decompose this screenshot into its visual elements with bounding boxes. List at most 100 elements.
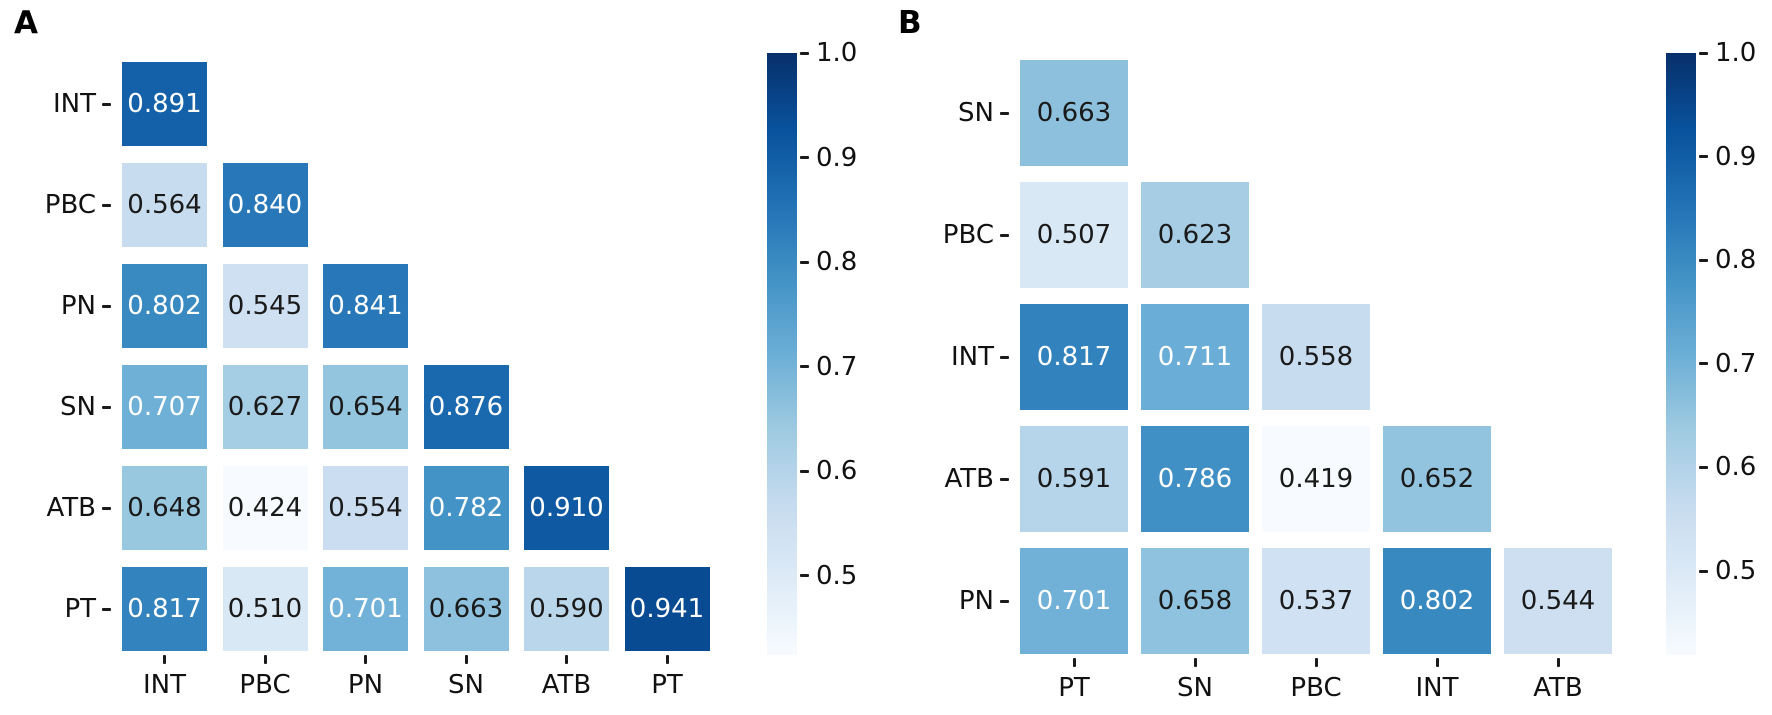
row-label-PN: PN: [60, 291, 96, 321]
heatmap-cell: 0.701: [1020, 548, 1128, 654]
cell-value: 0.544: [1520, 586, 1596, 616]
col-label-INT: INT: [1415, 673, 1459, 703]
heatmap-cell: 0.910: [524, 466, 609, 550]
y-tick: [102, 304, 111, 308]
colorbar-tick-label: 1.0: [816, 38, 858, 68]
colorbar-tick: [1699, 155, 1708, 159]
row-label-SN: SN: [958, 98, 994, 128]
colorbar-tick-label: 0.7: [1715, 348, 1757, 379]
colorbar-tick-label: 0.5: [816, 560, 858, 591]
y-tick: [102, 405, 111, 409]
y-tick: [1000, 477, 1009, 481]
cell-value: 0.537: [1278, 586, 1354, 616]
heatmap-cell: 0.558: [1262, 304, 1370, 410]
x-tick: [163, 655, 166, 664]
cell-value: 0.711: [1157, 342, 1233, 372]
cell-value: 0.786: [1157, 464, 1233, 494]
heatmap-cell: 0.817: [122, 567, 207, 651]
row-label-PN: PN: [958, 586, 994, 616]
col-label-PBC: PBC: [239, 670, 291, 700]
colorbar-tick: [1699, 258, 1708, 262]
heatmap-cell: 0.658: [1141, 548, 1249, 654]
cell-value: 0.652: [1399, 464, 1475, 494]
colorbar-tick-label: 0.8: [1715, 245, 1757, 276]
cell-value: 0.627: [227, 392, 303, 422]
colorbar-tick: [800, 260, 809, 264]
cell-value: 0.590: [529, 594, 604, 624]
heatmap-cell: 0.701: [323, 567, 408, 651]
heatmap-cell: 0.623: [1141, 182, 1249, 288]
x-tick: [364, 655, 367, 664]
colorbar-tick-label: 0.7: [816, 351, 858, 382]
heatmap-cell: 0.663: [1020, 60, 1128, 166]
x-tick: [263, 655, 267, 664]
cell-value: 0.876: [428, 392, 504, 422]
colorbar-tick: [1699, 51, 1708, 55]
row-label-SN: SN: [60, 392, 96, 422]
heatmap-cell: 0.802: [122, 264, 207, 348]
heatmap-cell: 0.554: [323, 466, 408, 550]
y-tick: [1000, 111, 1009, 115]
y-tick: [1000, 355, 1009, 359]
row-label-PBC: PBC: [44, 190, 96, 220]
heatmap-cell: 0.891: [122, 62, 207, 146]
heatmap-cell: 0.590: [524, 567, 609, 651]
x-tick: [1314, 658, 1318, 667]
colorbar: [1666, 53, 1696, 655]
heatmap-cell: 0.654: [323, 365, 408, 449]
cell-value: 0.817: [127, 594, 202, 624]
heatmap-cell: 0.419: [1262, 426, 1370, 532]
row-label-INT: INT: [951, 342, 994, 372]
cell-value: 0.419: [1278, 464, 1354, 494]
colorbar-tick: [1699, 465, 1708, 469]
cell-value: 0.802: [1399, 586, 1475, 616]
cell-value: 0.707: [127, 392, 202, 422]
y-tick: [102, 506, 111, 510]
cell-value: 0.658: [1157, 586, 1233, 616]
col-label-SN: SN: [448, 670, 484, 700]
heatmap-cell: 0.840: [222, 163, 308, 247]
cell-value: 0.841: [328, 291, 403, 321]
y-tick: [102, 607, 111, 611]
cell-value: 0.507: [1036, 220, 1112, 250]
cell-value: 0.941: [629, 594, 705, 624]
y-tick: [1000, 233, 1009, 237]
cell-value: 0.545: [227, 291, 303, 321]
y-tick: [102, 203, 111, 207]
x-tick: [1072, 658, 1076, 667]
cell-value: 0.558: [1278, 342, 1354, 372]
heatmap-cell: 0.564: [122, 163, 207, 247]
x-tick: [1556, 658, 1560, 667]
colorbar-tick: [1699, 569, 1708, 573]
colorbar-tick-label: 0.9: [816, 142, 858, 173]
col-label-SN: SN: [1177, 673, 1213, 703]
panel-B-letter: B: [898, 5, 922, 41]
colorbar-tick-label: 0.6: [816, 456, 858, 487]
heatmap-cell: 0.507: [1020, 182, 1128, 288]
col-label-ATB: ATB: [541, 670, 592, 700]
cell-value: 0.910: [529, 493, 604, 523]
heatmap-cell: 0.711: [1141, 304, 1249, 410]
colorbar-tick-label: 0.8: [816, 247, 858, 278]
cell-value: 0.891: [127, 89, 202, 119]
col-label-PT: PT: [1058, 673, 1090, 703]
cell-value: 0.782: [428, 493, 504, 523]
cell-value: 0.554: [328, 493, 403, 523]
row-label-ATB: ATB: [944, 464, 995, 494]
col-label-ATB: ATB: [1533, 673, 1583, 703]
x-tick: [665, 655, 669, 664]
cell-value: 0.564: [127, 190, 202, 220]
colorbar-tick-label: 0.6: [1715, 452, 1757, 483]
y-tick: [102, 102, 111, 106]
row-label-PBC: PBC: [942, 220, 994, 250]
row-label-PT: PT: [64, 594, 96, 624]
row-label-INT: INT: [53, 89, 96, 119]
heatmap-cell: 0.841: [323, 264, 408, 348]
cell-value: 0.840: [227, 190, 303, 220]
heatmap-cell: 0.424: [222, 466, 308, 550]
heatmap-cell: 0.652: [1383, 426, 1491, 532]
colorbar-tick: [800, 574, 809, 578]
heatmap-cell: 0.817: [1020, 304, 1128, 410]
colorbar: [767, 53, 797, 655]
